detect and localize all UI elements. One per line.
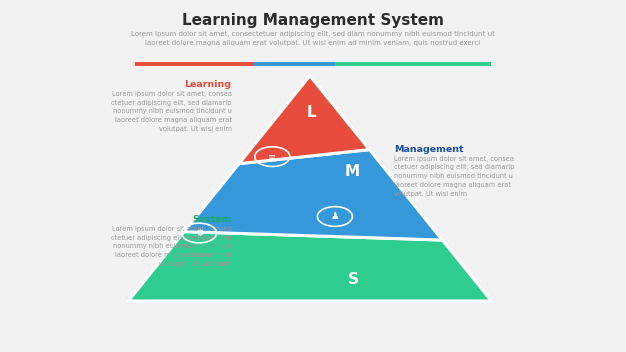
Text: ≡: ≡ <box>269 152 276 162</box>
Polygon shape <box>128 232 491 301</box>
Text: Lorem ipsum dolor sit amet, consea
ctetuer adipiscing elit, sed diamarip
nonummy: Lorem ipsum dolor sit amet, consea ctetu… <box>394 156 515 196</box>
Polygon shape <box>239 76 369 164</box>
Text: Learning: Learning <box>185 80 232 89</box>
Text: System: System <box>192 215 232 225</box>
Polygon shape <box>184 150 443 240</box>
Text: Management: Management <box>394 145 464 154</box>
Text: L: L <box>307 105 317 120</box>
Text: S: S <box>348 272 359 287</box>
Text: Lorem ipsum dolor sit amet, consectetuer adipiscing elit, sed diam nonummy nibh : Lorem ipsum dolor sit amet, consectetuer… <box>131 31 495 46</box>
Text: ♟: ♟ <box>331 212 339 221</box>
Text: Lorem ipsum dolor sit amet, consea
ctetuer adipiscing elit, sed diamarip
nonummy: Lorem ipsum dolor sit amet, consea ctetu… <box>111 226 232 267</box>
Text: ⚙: ⚙ <box>195 228 203 238</box>
Text: M: M <box>344 164 359 179</box>
Text: Lorem ipsum dolor sit amet, consea
ctetuer adipiscing elit, sed diamarip
nonummy: Lorem ipsum dolor sit amet, consea ctetu… <box>111 91 232 132</box>
Text: Learning Management System: Learning Management System <box>182 13 444 29</box>
